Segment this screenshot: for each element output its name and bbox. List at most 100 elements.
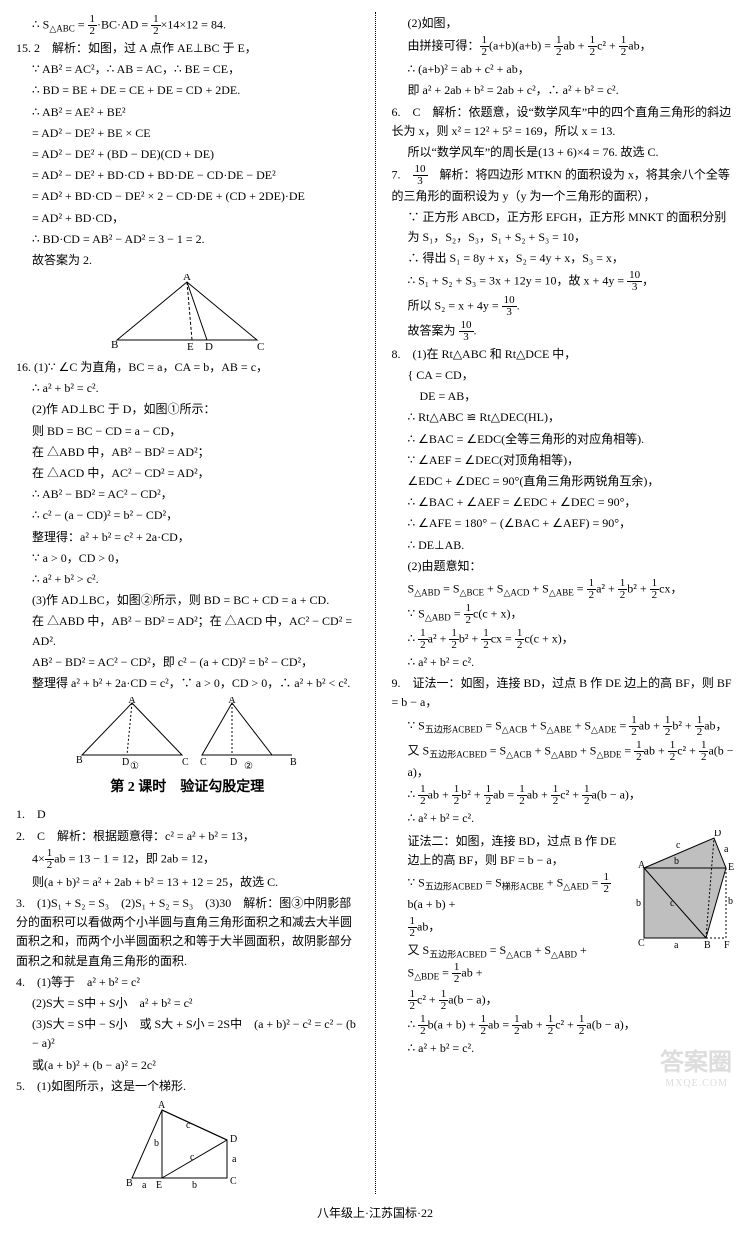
text-line: ∴ BD = BE + DE = CE + DE = CD + 2DE. xyxy=(16,81,359,100)
svg-text:A: A xyxy=(158,1100,166,1111)
text-line: ∴ a² + b² = c². xyxy=(16,379,359,398)
text-line: 在 △ACD 中，AC² − CD² = AD²， xyxy=(16,464,359,483)
text-line: 故答案为 2. xyxy=(16,251,359,270)
text-line: ∴ a² + b² = c². xyxy=(392,1039,735,1058)
svg-text:B: B xyxy=(126,1178,133,1189)
svg-text:B: B xyxy=(290,757,297,768)
svg-text:A: A xyxy=(638,860,646,871)
text-line: ∴ ∠AFE = 180° − (∠BAC + ∠AEF) = 90°， xyxy=(392,514,735,533)
svg-text:C: C xyxy=(230,1176,237,1187)
svg-text:E: E xyxy=(156,1180,162,1190)
text-line: ∴ 12ab + 12b² + 12ab = 12ab + 12c² + 12a… xyxy=(392,784,735,807)
page-footer: 八年级上·江苏国标·22 xyxy=(16,1204,734,1223)
text-line: 整理得 a² + b² + 2a·CD = c²，∵ a > 0，CD > 0，… xyxy=(16,674,359,693)
svg-text:A: A xyxy=(229,697,237,706)
text-line: = AD² − DE² + BE × CE xyxy=(16,124,359,143)
proof2-block: 证法二：如图，连接 BD，过点 B 作 DE 边上的高 BF，则 BF = b … xyxy=(392,830,735,987)
svg-text:B: B xyxy=(76,755,83,766)
text-line: ∴ BD·CD = AB² − AD² = 3 − 1 = 2. xyxy=(16,230,359,249)
svg-text:C: C xyxy=(200,757,207,768)
svg-text:①: ① xyxy=(130,761,139,769)
q6: 6. C 解析：依题意，设“数学风车”中的四个直角三角形的斜边长为 x，则 x²… xyxy=(392,103,735,141)
svg-text:C: C xyxy=(257,341,264,353)
pentagon-diagram: A D E B C F b a b c a b c xyxy=(624,830,734,950)
svg-text:a: a xyxy=(724,844,729,855)
text-line: { CA = CD， xyxy=(392,366,735,385)
svg-text:c: c xyxy=(676,840,681,851)
text-line: ∵ ∠AEF = ∠DEC(对顶角相等)， xyxy=(392,451,735,470)
section-title: 第 2 课时 验证勾股定理 xyxy=(16,777,359,799)
q1: 1. D xyxy=(16,805,359,824)
svg-text:D: D xyxy=(205,341,213,353)
text-line: S△ABD = S△BCE + S△ACD + S△ABE = 12a² + 1… xyxy=(392,578,735,601)
text-line: = AD² − DE² + BD·CD + BD·DE − CD·DE − DE… xyxy=(16,166,359,185)
text-line: ∵ 正方形 ABCD，正方形 EFGH，正方形 MNKT 的面积分别为 S₁，S… xyxy=(392,208,735,246)
text-line: 证法二：如图，连接 BD，过点 B 作 DE 边上的高 BF，则 BF = b … xyxy=(392,832,619,870)
text-line: 12c² + 12a(b − a)， xyxy=(392,989,735,1012)
text-line: ∴ AB² = AE² + BE² xyxy=(16,103,359,122)
text-line: ∴ ∠BAC = ∠EDC(全等三角形的对应角相等). xyxy=(392,430,735,449)
text-line: 又 S五边形ACBED = S△ACB + S△ABD + S△BDE = 12… xyxy=(392,740,735,782)
formula-line: ∴ S△ABC = 12·BC·AD = 12×14×12 = 84. xyxy=(16,14,359,37)
text-line: ∴ 得出 S₁ = 8y + x，S₂ = 4y + x，S₃ = x， xyxy=(392,249,735,268)
svg-text:A: A xyxy=(183,274,191,283)
svg-text:②: ② xyxy=(244,761,253,769)
svg-text:c: c xyxy=(670,898,675,909)
text-line: ∵ S五边形ACBED = S梯形ACBE + S△AED = 12b(a + … xyxy=(392,872,619,914)
q16-1: 16. (1)∵ ∠C 为直角，BC = a，CA = b，AB = c， xyxy=(16,358,359,377)
text-line: ∴ a² + b² = c². xyxy=(392,809,735,828)
text-line: ∴ (a+b)² = ab + c² + ab， xyxy=(392,60,735,79)
q3: 3. (1)S₁ + S₂ = S₃ (2)S₁ + S₂ = S₃ (3)30… xyxy=(16,894,359,971)
svg-text:C: C xyxy=(182,757,189,768)
q7: 7. 103 解析：将四边形 MTKN 的面积设为 x，将其余八个全等的三角形的… xyxy=(392,164,735,206)
text-line: 整理得：a² + b² = c² + 2a·CD， xyxy=(16,528,359,547)
page-columns: ∴ S△ABC = 12·BC·AD = 12×14×12 = 84. 15. … xyxy=(16,12,734,1194)
text-line: DE = AB， xyxy=(392,387,735,406)
text-line: 所以“数学风车”的周长是(13 + 6)×4 = 76. 故选 C. xyxy=(392,143,735,162)
svg-text:c: c xyxy=(190,1152,195,1163)
text-line: 故答案为 103. xyxy=(392,320,735,343)
text-line: 又 S五边形ACBED = S△ACB + S△ABD + S△BDE = 12… xyxy=(392,941,619,985)
text-line: ∴ S₁ + S₂ + S₃ = 3x + 12y = 10，故 x + 4y … xyxy=(392,270,735,293)
text-line: 在 △ABD 中，AB² − BD² = AD²； xyxy=(16,443,359,462)
triangle-diagram-1: A B E D C xyxy=(97,274,277,354)
svg-text:a: a xyxy=(142,1180,147,1190)
trapezoid-diagram: A D C B E a b a b c c xyxy=(112,1100,262,1190)
q9: 9. 证法一：如图，连接 BD，过点 B 作 DE 边上的高 BF，则 BF =… xyxy=(392,674,735,712)
text-line: ∴ 12b(a + b) + 12ab = 12ab + 12c² + 12a(… xyxy=(392,1014,735,1037)
q5: 5. (1)如图所示，这是一个梯形. xyxy=(16,1077,359,1096)
text-line: = AD² + BD·CD − DE² × 2 − CD·DE + (CD + … xyxy=(16,187,359,206)
text-line: ∵ S△ABD = 12c(c + x)， xyxy=(392,603,735,626)
svg-text:a: a xyxy=(232,1154,237,1165)
text-line: ∴ a² + b² = c². xyxy=(392,653,735,672)
q4-3: (3)S大 = S中 − S小 或 S大 + S小 = 2S中 (a + b)²… xyxy=(16,1015,359,1053)
svg-text:D: D xyxy=(230,757,237,768)
text-line: 4×12ab = 13 − 1 = 12，即 2ab = 12， xyxy=(16,848,359,871)
svg-text:A: A xyxy=(129,697,137,706)
text-line: 则 BD = BC − CD = a − CD， xyxy=(16,422,359,441)
text-line: (2)如图， xyxy=(392,14,735,33)
text-line: ∴ c² − (a − CD)² = b² − CD²， xyxy=(16,506,359,525)
text-line: ∠EDC + ∠DEC = 90°(直角三角形两锐角互余)， xyxy=(392,472,735,491)
text-line: ∴ DE⊥AB. xyxy=(392,536,735,555)
left-column: ∴ S△ABC = 12·BC·AD = 12×14×12 = 84. 15. … xyxy=(16,12,359,1194)
svg-text:b: b xyxy=(154,1138,159,1149)
text-line: AB² − BD² = AC² − CD²，即 c² − (a + CD)² =… xyxy=(16,653,359,672)
text-line: 则(a + b)² = a² + 2ab + b² = 13 + 12 = 25… xyxy=(16,873,359,892)
text-line: ∴ ∠BAC + ∠AEF = ∠EDC + ∠DEC = 90°， xyxy=(392,493,735,512)
svg-text:B: B xyxy=(111,339,118,351)
text-line: ∴ Rt△ABC ≌ Rt△DEC(HL)， xyxy=(392,408,735,427)
text-line: ∴ a² + b² > c². xyxy=(16,570,359,589)
text-line: ∵ AB² = AC²，∴ AB = AC，∴ BE = CE， xyxy=(16,60,359,79)
svg-text:C: C xyxy=(638,938,645,949)
q4-1: 4. (1)等于 a² + b² = c² xyxy=(16,973,359,992)
q16-3: (3)作 AD⊥BC，如图②所示，则 BD = BC + CD = a + CD… xyxy=(16,591,359,610)
text-line: 12ab， xyxy=(392,916,619,939)
svg-text:c: c xyxy=(186,1120,191,1131)
svg-text:b: b xyxy=(674,856,679,867)
text-line: 在 △ABD 中，AB² − BD² = AD²；在 △ACD 中，AC² − … xyxy=(16,612,359,650)
svg-text:B: B xyxy=(704,940,711,950)
column-divider xyxy=(375,12,376,1194)
q8: 8. (1)在 Rt△ABC 和 Rt△DCE 中， xyxy=(392,345,735,364)
svg-text:F: F xyxy=(724,940,730,950)
